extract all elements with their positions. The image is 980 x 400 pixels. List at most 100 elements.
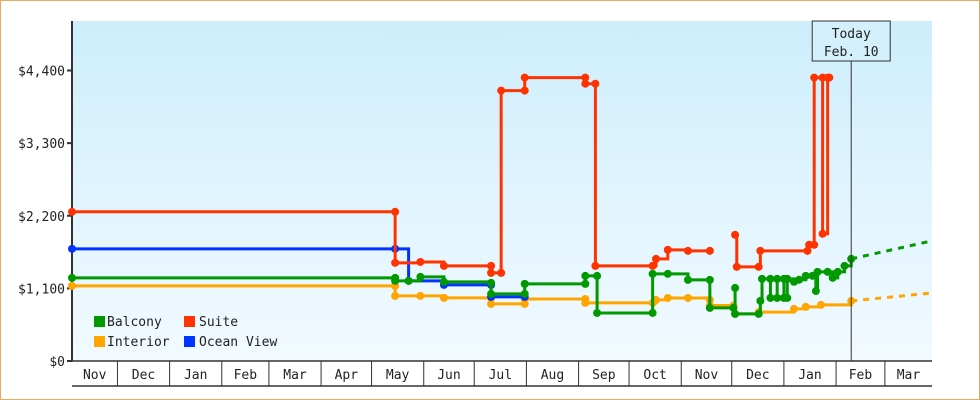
series-suite	[68, 73, 834, 277]
y-tick-label: $4,400	[18, 65, 65, 80]
data-point[interactable]	[773, 274, 782, 283]
data-point[interactable]	[766, 274, 775, 283]
data-point[interactable]	[68, 281, 76, 290]
data-point[interactable]	[783, 274, 792, 283]
data-point[interactable]	[591, 261, 600, 270]
x-tick-label: Mar	[897, 368, 921, 383]
legend-label-balcony: Balcony	[107, 315, 162, 330]
data-point[interactable]	[766, 293, 775, 302]
data-point[interactable]	[754, 262, 763, 271]
data-point[interactable]	[581, 298, 590, 307]
data-point[interactable]	[731, 230, 740, 239]
data-point[interactable]	[520, 86, 529, 95]
data-point[interactable]	[581, 271, 590, 280]
data-point[interactable]	[416, 272, 425, 281]
data-point[interactable]	[731, 309, 740, 318]
data-point[interactable]	[68, 207, 76, 216]
data-point[interactable]	[593, 271, 602, 280]
data-point[interactable]	[731, 283, 740, 292]
data-point[interactable]	[487, 261, 496, 270]
data-point[interactable]	[754, 309, 763, 318]
data-point[interactable]	[833, 267, 842, 276]
legend-label-ocean-view: Ocean View	[199, 335, 277, 350]
data-point[interactable]	[663, 269, 672, 278]
today-box	[811, 20, 891, 62]
y-axis: $0 $1,100 $2,200 $3,300 $4,400	[18, 21, 73, 370]
data-point[interactable]	[729, 303, 738, 312]
data-point[interactable]	[705, 303, 714, 312]
data-point[interactable]	[648, 308, 657, 317]
data-point[interactable]	[391, 276, 400, 285]
data-point[interactable]	[391, 258, 400, 267]
data-point[interactable]	[591, 79, 600, 88]
data-point[interactable]	[520, 279, 529, 288]
x-tick-label: Jan	[184, 368, 207, 383]
data-point[interactable]	[581, 79, 590, 88]
data-point[interactable]	[581, 279, 590, 288]
data-point[interactable]	[705, 246, 714, 255]
data-point[interactable]	[487, 299, 496, 308]
series-balcony	[68, 239, 933, 318]
data-point[interactable]	[520, 73, 529, 82]
data-point[interactable]	[593, 308, 602, 317]
data-point[interactable]	[683, 246, 692, 255]
data-point[interactable]	[651, 254, 660, 263]
data-point[interactable]	[581, 73, 590, 82]
legend-swatch-ocean-view	[184, 336, 195, 347]
data-point[interactable]	[732, 262, 741, 271]
data-point[interactable]	[823, 267, 832, 276]
data-point[interactable]	[756, 246, 765, 255]
data-point[interactable]	[391, 207, 400, 216]
x-tick-label: Dec	[132, 368, 155, 383]
data-point[interactable]	[705, 275, 714, 284]
data-point[interactable]	[818, 229, 827, 238]
data-point[interactable]	[801, 271, 810, 280]
data-point[interactable]	[811, 287, 820, 296]
data-point[interactable]	[497, 268, 506, 277]
x-tick-label: Feb	[234, 368, 258, 383]
data-point[interactable]	[648, 261, 657, 270]
today-date: Feb. 10	[824, 45, 879, 60]
data-point[interactable]	[789, 304, 798, 313]
data-point[interactable]	[758, 274, 767, 283]
x-tick-label: Apr	[335, 368, 359, 383]
data-point[interactable]	[801, 302, 810, 311]
data-point[interactable]	[683, 293, 692, 302]
data-point[interactable]	[795, 275, 804, 284]
x-tick-label: Nov	[695, 368, 719, 383]
data-point[interactable]	[416, 291, 425, 300]
data-point[interactable]	[783, 293, 792, 302]
data-point[interactable]	[416, 257, 425, 266]
data-point[interactable]	[439, 293, 448, 302]
data-point[interactable]	[487, 268, 496, 277]
y-tick-label: $0	[49, 355, 65, 370]
data-point[interactable]	[648, 269, 657, 278]
data-point[interactable]	[825, 73, 834, 82]
data-point[interactable]	[663, 293, 672, 302]
data-point[interactable]	[404, 276, 413, 285]
data-point[interactable]	[439, 261, 448, 270]
data-point[interactable]	[497, 86, 506, 95]
data-point[interactable]	[840, 261, 849, 270]
data-point[interactable]	[756, 296, 765, 305]
data-point[interactable]	[391, 291, 400, 300]
legend-label-interior: Interior	[107, 335, 170, 350]
data-point[interactable]	[816, 300, 825, 309]
data-point[interactable]	[68, 273, 76, 282]
data-point[interactable]	[813, 267, 822, 276]
data-point[interactable]	[773, 293, 782, 302]
data-point[interactable]	[810, 73, 819, 82]
data-point[interactable]	[487, 289, 496, 298]
data-point[interactable]	[439, 277, 448, 286]
data-point[interactable]	[683, 275, 692, 284]
data-point[interactable]	[663, 245, 672, 254]
data-point[interactable]	[828, 273, 837, 282]
data-point[interactable]	[487, 278, 496, 287]
data-point[interactable]	[520, 289, 529, 298]
x-tick-label: May	[386, 368, 410, 383]
data-point[interactable]	[803, 246, 812, 255]
x-tick-label: Jan	[798, 368, 821, 383]
data-point[interactable]	[810, 240, 819, 249]
data-point[interactable]	[68, 244, 76, 253]
x-tick-label: Dec	[746, 368, 769, 383]
